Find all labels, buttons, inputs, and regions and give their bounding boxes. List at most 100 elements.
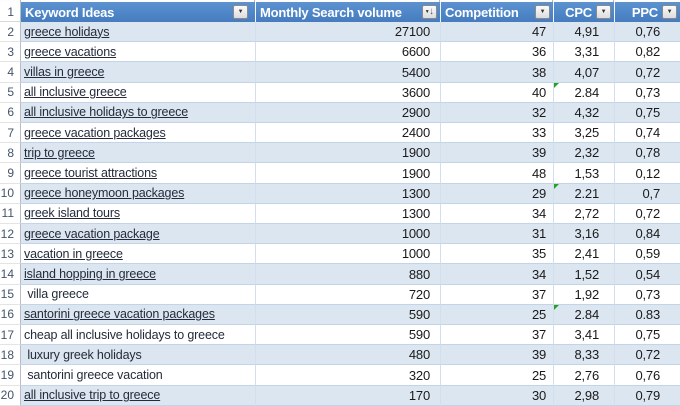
- competition-cell[interactable]: 34: [440, 203, 553, 225]
- keyword-cell[interactable]: santorini greece vacation: [21, 365, 255, 386]
- monthly-search-volume-cell[interactable]: 1900: [255, 163, 440, 184]
- competition-cell[interactable]: 40: [440, 82, 553, 103]
- cpc-cell[interactable]: 4,32: [553, 102, 614, 124]
- competition-cell[interactable]: 38: [440, 62, 553, 83]
- keyword-cell[interactable]: greek island tours: [21, 203, 255, 225]
- keyword-cell[interactable]: all inclusive trip to greece: [21, 385, 255, 406]
- keyword-link[interactable]: greece vacation packages: [24, 125, 166, 140]
- keyword-cell[interactable]: island hopping in greece: [21, 264, 255, 285]
- monthly-search-volume-cell[interactable]: 590: [255, 325, 440, 346]
- ppc-cell[interactable]: 0,78: [614, 143, 680, 164]
- ppc-cell[interactable]: 0,76: [614, 22, 680, 43]
- competition-cell[interactable]: 34: [440, 264, 553, 285]
- ppc-cell[interactable]: 0,82: [614, 42, 680, 63]
- keyword-link[interactable]: greek island tours: [24, 206, 120, 221]
- competition-cell[interactable]: 31: [440, 224, 553, 245]
- row-number[interactable]: 7: [0, 123, 21, 144]
- row-number[interactable]: 17: [0, 325, 21, 346]
- keyword-cell[interactable]: greece vacations: [21, 42, 255, 63]
- ppc-cell[interactable]: 0,72: [614, 203, 680, 225]
- keyword-cell[interactable]: all inclusive greece: [21, 82, 255, 103]
- row-number[interactable]: 10: [0, 183, 21, 204]
- monthly-search-volume-cell[interactable]: 3600: [255, 82, 440, 103]
- competition-cell[interactable]: 32: [440, 102, 553, 124]
- ppc-cell[interactable]: 0,75: [614, 102, 680, 124]
- keyword-link[interactable]: all inclusive trip to greece: [24, 388, 161, 403]
- keyword-link[interactable]: villas in greece: [24, 65, 105, 79]
- keyword-link[interactable]: greece holidays: [24, 24, 110, 39]
- competition-cell[interactable]: 39: [440, 345, 553, 366]
- cpc-cell[interactable]: 2.84: [553, 82, 614, 103]
- cpc-cell[interactable]: 3,25: [553, 123, 614, 144]
- cpc-cell[interactable]: 3,31: [553, 42, 614, 63]
- competition-cell[interactable]: 30: [440, 385, 553, 406]
- keyword-cell[interactable]: greece honeymoon packages: [21, 183, 255, 204]
- monthly-search-volume-cell[interactable]: 170: [255, 385, 440, 406]
- monthly-search-volume-cell[interactable]: 1900: [255, 143, 440, 164]
- monthly-search-volume-cell[interactable]: 320: [255, 365, 440, 386]
- filter-button[interactable]: ▼: [596, 5, 611, 19]
- competition-cell[interactable]: 25: [440, 365, 553, 386]
- row-number[interactable]: 13: [0, 244, 21, 265]
- column-header-competition[interactable]: Competition ▼: [440, 2, 553, 22]
- monthly-search-volume-cell[interactable]: 2400: [255, 123, 440, 144]
- row-number[interactable]: 16: [0, 304, 21, 326]
- ppc-cell[interactable]: 0,75: [614, 325, 680, 346]
- column-header-ppc[interactable]: PPC ▼: [614, 2, 680, 22]
- monthly-search-volume-cell[interactable]: 6600: [255, 42, 440, 63]
- monthly-search-volume-cell[interactable]: 5400: [255, 62, 440, 83]
- keyword-cell[interactable]: villas in greece: [21, 62, 255, 83]
- row-number[interactable]: 19: [0, 365, 21, 386]
- cpc-cell[interactable]: 3,16: [553, 224, 614, 245]
- cpc-cell[interactable]: 4,07: [553, 62, 614, 83]
- ppc-cell[interactable]: 0,72: [614, 345, 680, 366]
- keyword-link[interactable]: vacation in greece: [24, 246, 123, 261]
- monthly-search-volume-cell[interactable]: 880: [255, 264, 440, 285]
- cpc-cell[interactable]: 2.21: [553, 183, 614, 204]
- keyword-link[interactable]: trip to greece: [24, 145, 95, 160]
- row-number[interactable]: 14: [0, 264, 21, 285]
- filter-button[interactable]: ▼: [535, 5, 550, 19]
- keyword-link[interactable]: luxury greek holidays: [24, 347, 142, 362]
- row-number[interactable]: 11: [0, 203, 21, 225]
- row-number[interactable]: 5: [0, 82, 21, 103]
- keyword-link[interactable]: greece honeymoon packages: [24, 186, 185, 201]
- competition-cell[interactable]: 29: [440, 183, 553, 204]
- keyword-link[interactable]: greece tourist attractions: [24, 166, 157, 181]
- cpc-cell[interactable]: 3,41: [553, 325, 614, 346]
- ppc-cell[interactable]: 0,74: [614, 123, 680, 144]
- row-number[interactable]: 12: [0, 224, 21, 245]
- column-header-cpc[interactable]: CPC ▼: [553, 2, 614, 22]
- keyword-cell[interactable]: vacation in greece: [21, 244, 255, 265]
- keyword-cell[interactable]: greece vacation packages: [21, 123, 255, 144]
- monthly-search-volume-cell[interactable]: 1000: [255, 244, 440, 265]
- competition-cell[interactable]: 35: [440, 244, 553, 265]
- competition-cell[interactable]: 39: [440, 143, 553, 164]
- cpc-cell[interactable]: 2,32: [553, 143, 614, 164]
- keyword-link[interactable]: greece vacation package: [24, 226, 160, 241]
- ppc-cell[interactable]: 0,54: [614, 264, 680, 285]
- keyword-link[interactable]: greece vacations: [24, 44, 117, 59]
- ppc-cell[interactable]: 0,79: [614, 385, 680, 406]
- competition-cell[interactable]: 37: [440, 325, 553, 346]
- competition-cell[interactable]: 33: [440, 123, 553, 144]
- monthly-search-volume-cell[interactable]: 2900: [255, 102, 440, 124]
- competition-cell[interactable]: 36: [440, 42, 553, 63]
- keyword-cell[interactable]: trip to greece: [21, 143, 255, 164]
- keyword-cell[interactable]: santorini greece vacation packages: [21, 304, 255, 326]
- keyword-cell[interactable]: greece tourist attractions: [21, 163, 255, 184]
- column-header-monthly-search-volume[interactable]: Monthly Search volume ▼ ↓: [255, 2, 440, 22]
- keyword-cell[interactable]: luxury greek holidays: [21, 345, 255, 366]
- row-number[interactable]: 3: [0, 42, 21, 63]
- cpc-cell[interactable]: 2,41: [553, 244, 614, 265]
- keyword-cell[interactable]: greece holidays: [21, 22, 255, 43]
- row-number[interactable]: 6: [0, 102, 21, 124]
- keyword-cell[interactable]: villa greece: [21, 284, 255, 305]
- ppc-cell[interactable]: 0,73: [614, 284, 680, 305]
- row-number[interactable]: 8: [0, 143, 21, 164]
- keyword-cell[interactable]: cheap all inclusive holidays to greece: [21, 325, 255, 346]
- monthly-search-volume-cell[interactable]: 720: [255, 284, 440, 305]
- cpc-cell[interactable]: 2,72: [553, 203, 614, 225]
- keyword-link[interactable]: santorini greece vacation: [24, 368, 163, 383]
- keyword-link[interactable]: villa greece: [24, 287, 89, 302]
